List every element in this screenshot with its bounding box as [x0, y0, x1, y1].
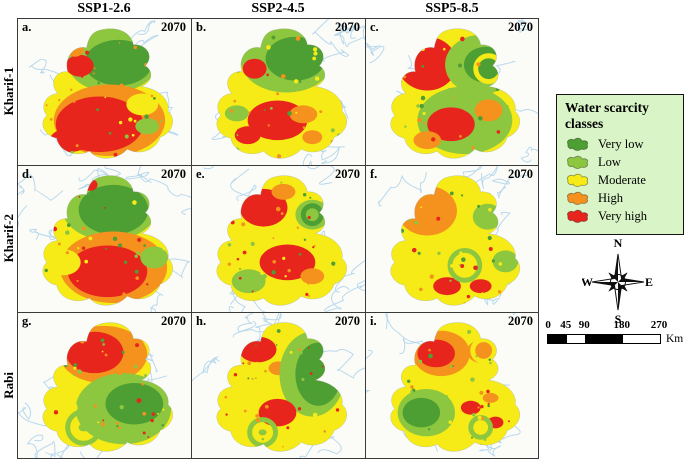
legend-swatch-icon — [567, 192, 589, 206]
legend-item-very-high: Very high — [565, 209, 676, 224]
scale-bar-strip — [547, 334, 661, 344]
map-panel-a: a. 2070 — [17, 18, 191, 165]
scale-tick: 180 — [613, 319, 630, 331]
legend-label: Very low — [598, 136, 644, 151]
map-grid: SSP1-2.6 SSP2-4.5 SSP5-8.5 Kharif-1 a. 2… — [0, 0, 539, 459]
panel-letter: h. — [196, 314, 207, 328]
row-label-kharif2: Kharif-2 — [0, 165, 17, 312]
panel-year: 2070 — [508, 167, 533, 181]
panel-letter: d. — [22, 167, 33, 181]
map-panel-i: i. 2070 — [365, 312, 539, 459]
column-header-ssp2: SSP2-4.5 — [251, 1, 305, 16]
legend-swatch-icon — [567, 174, 589, 188]
scale-bar-segment — [622, 335, 660, 343]
legend-label: Low — [598, 154, 621, 169]
panel-letter: f. — [370, 167, 378, 181]
row-label-rabi: Rabi — [0, 312, 17, 459]
compass-rose-icon: N E S W — [582, 236, 653, 326]
scale-bar-segment — [548, 335, 567, 343]
row-label-text: Kharif-1 — [0, 67, 16, 116]
scale-bar: 0 45 90 180 270 Km — [545, 319, 685, 345]
panel-year: 2070 — [335, 167, 360, 181]
panel-year: 2070 — [335, 20, 360, 34]
row-label-text: Kharif-2 — [0, 214, 16, 263]
grid-corner-spacer — [0, 0, 17, 18]
legend-label: High — [598, 190, 623, 205]
panel-letter: b. — [196, 20, 207, 34]
panel-letter: a. — [22, 20, 32, 34]
legend-swatch-icon — [567, 210, 589, 224]
row-label-text: Rabi — [0, 372, 16, 399]
map-panel-e: e. 2070 — [191, 165, 365, 312]
map-image — [18, 166, 191, 312]
panel-year: 2070 — [335, 314, 360, 328]
compass-w-label: W — [582, 275, 593, 289]
panel-year: 2070 — [161, 314, 186, 328]
row-label-kharif1: Kharif-1 — [0, 18, 17, 165]
legend-item-high: High — [565, 191, 676, 206]
map-image — [192, 166, 365, 312]
compass-n-label: N — [614, 236, 623, 250]
panel-letter: e. — [196, 167, 205, 181]
map-panel-f: f. 2070 — [365, 165, 539, 312]
legend-label: Very high — [598, 208, 647, 223]
column-header-ssp5: SSP5-8.5 — [425, 1, 479, 16]
panel-year: 2070 — [161, 167, 186, 181]
legend-label: Moderate — [598, 172, 646, 187]
panel-letter: g. — [22, 314, 32, 328]
legend-box: Water scarcity classes Very low Low Mode… — [556, 94, 684, 235]
legend-swatch-icon — [567, 156, 589, 170]
map-panel-h: h. 2070 — [191, 312, 365, 459]
legend-item-low: Low — [565, 155, 676, 170]
map-panel-b: b. 2070 — [191, 18, 365, 165]
panel-year: 2070 — [161, 20, 186, 34]
scale-tick: 0 — [545, 319, 551, 331]
map-image — [366, 313, 538, 458]
panel-year: 2070 — [508, 20, 533, 34]
map-image — [18, 313, 191, 458]
map-image — [366, 19, 538, 165]
scale-bar-segment — [585, 335, 623, 343]
scale-bar-segment — [566, 335, 586, 343]
map-image — [366, 166, 538, 312]
scale-unit-label: Km — [666, 333, 684, 345]
map-image — [192, 19, 365, 165]
scale-tick: 270 — [650, 319, 668, 331]
scale-tick-labels: 0 45 90 180 270 — [545, 319, 667, 332]
map-panel-c: c. 2070 — [365, 18, 539, 165]
legend-item-very-low: Very low — [565, 137, 676, 152]
panel-letter: c. — [370, 20, 379, 34]
compass-s-label: S — [615, 312, 622, 326]
map-image — [18, 19, 191, 165]
legend-title: Water scarcity classes — [565, 100, 649, 131]
map-image — [192, 313, 365, 458]
column-header-ssp1: SSP1-2.6 — [77, 1, 131, 16]
legend-swatch-icon — [567, 138, 589, 152]
panel-year: 2070 — [508, 314, 533, 328]
scale-tick: 90 — [578, 319, 590, 331]
legend-item-moderate: Moderate — [565, 173, 676, 188]
map-panel-g: g. 2070 — [17, 312, 191, 459]
scale-tick: 45 — [560, 319, 572, 331]
map-panel-d: d. 2070 — [17, 165, 191, 312]
compass-e-label: E — [645, 275, 653, 289]
panel-letter: i. — [370, 314, 377, 328]
